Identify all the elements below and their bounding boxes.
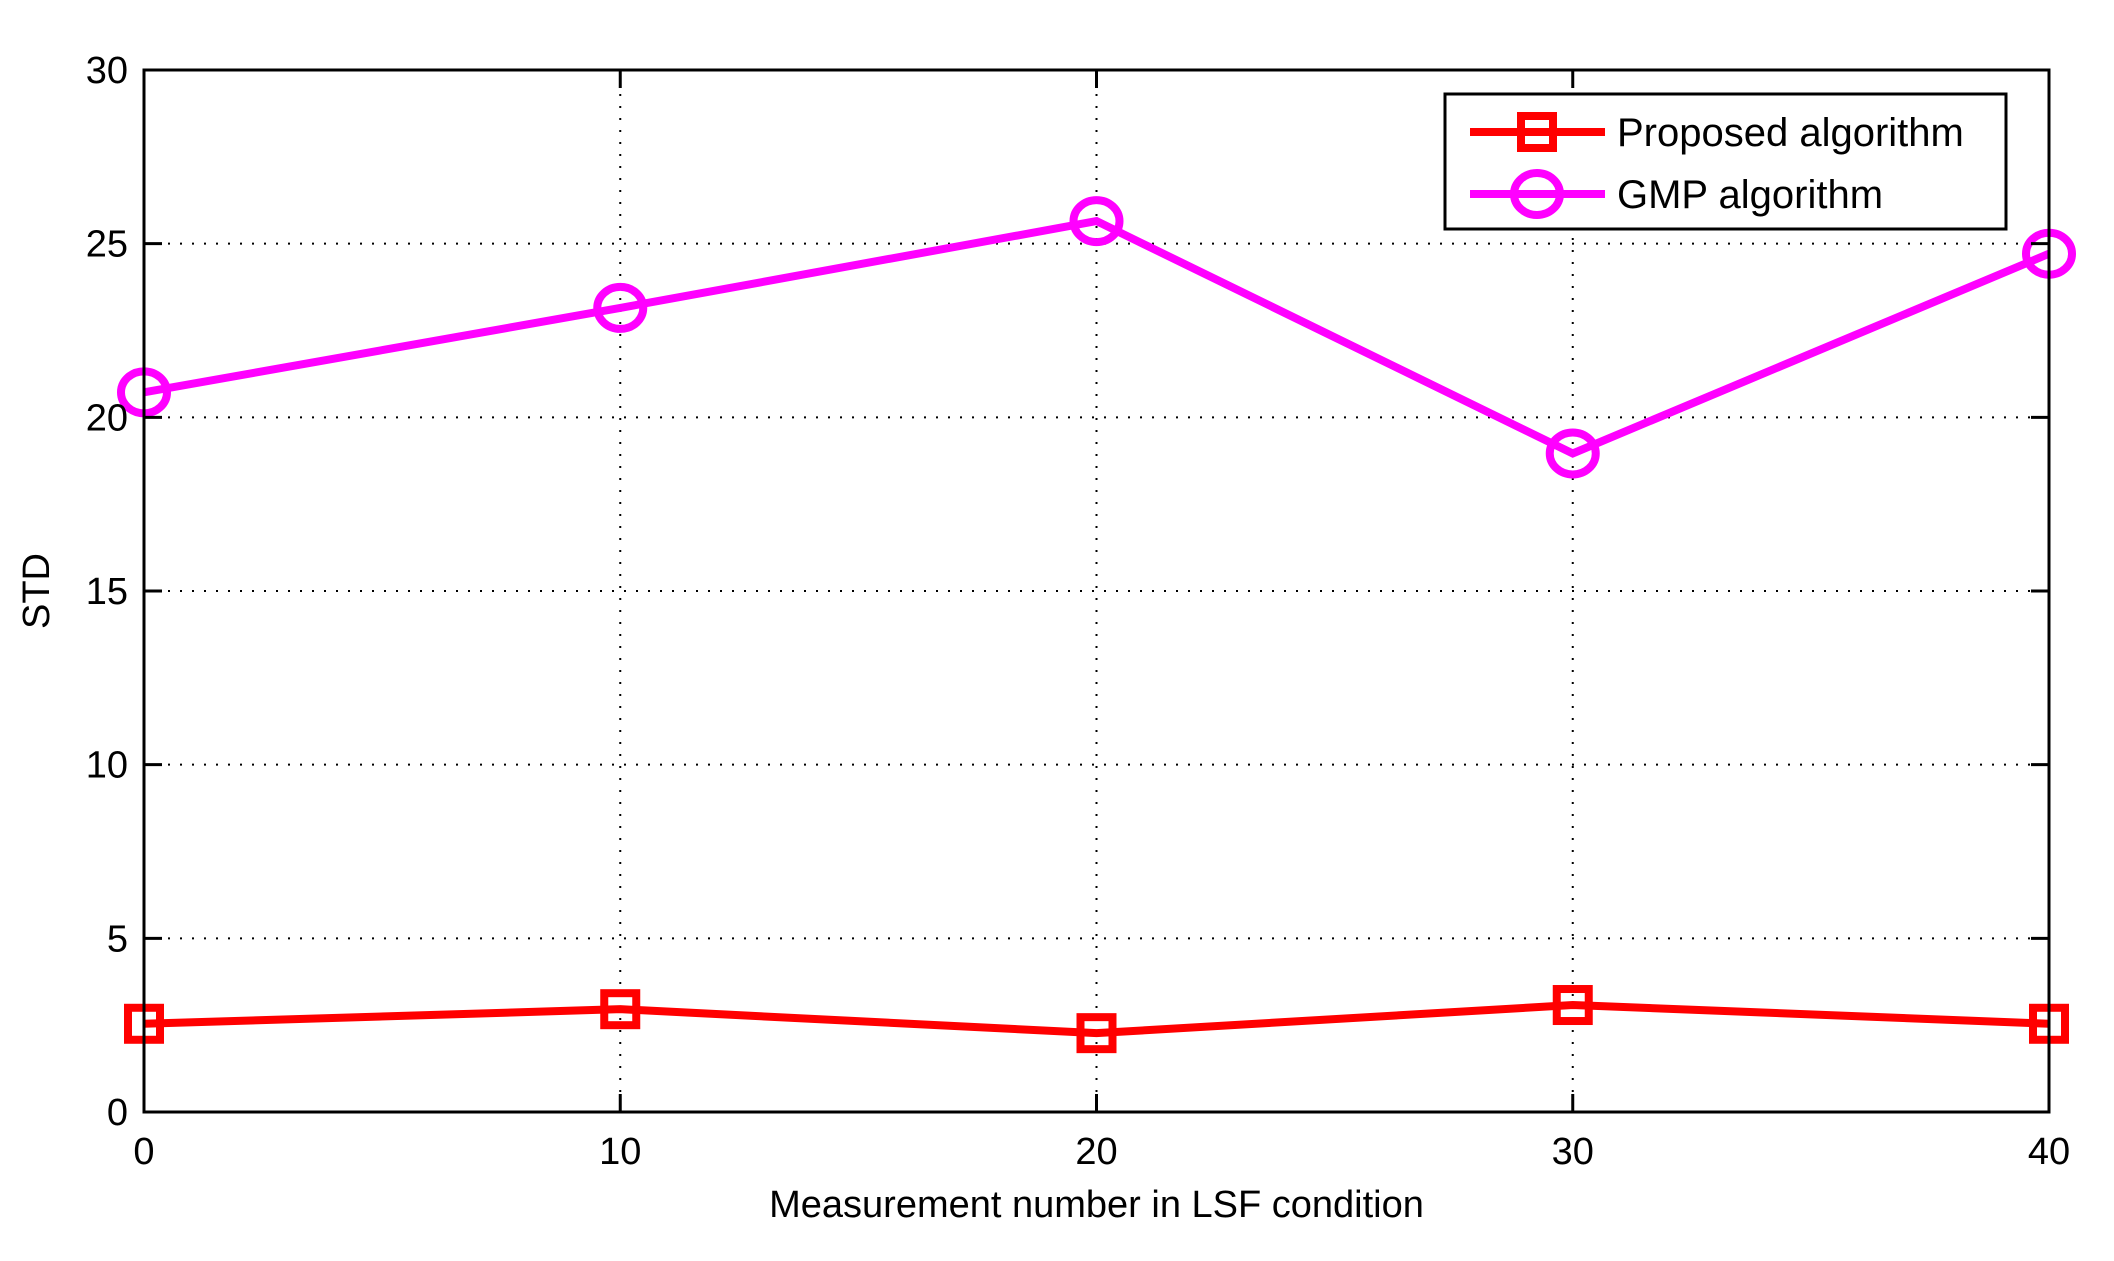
x-tick-label: 0	[133, 1131, 154, 1173]
y-tick-label: 20	[86, 397, 128, 439]
series-line-0	[143, 1001, 2050, 1038]
series-line-1	[143, 216, 2051, 458]
y-tick-label: 15	[86, 571, 128, 613]
y-tick-label: 0	[107, 1092, 128, 1134]
square-marker-icon	[1076, 1013, 1117, 1054]
y-tick-label: 10	[86, 745, 128, 787]
legend: Proposed algorithm GMP algorithm	[1443, 92, 2008, 231]
y-axis-label: STD	[16, 553, 58, 629]
x-tick-label: 10	[599, 1131, 641, 1173]
axis-ticks: 0 10 20 30 40 0 5 10 15 20 25 30	[86, 50, 2070, 1173]
legend-label-gmp: GMP algorithm	[1617, 173, 1883, 217]
circle-marker-icon	[1069, 196, 1124, 247]
x-tick-label: 20	[1075, 1131, 1117, 1173]
circle-marker-icon	[1510, 169, 1564, 219]
legend-label-proposed: Proposed algorithm	[1617, 111, 1964, 155]
circle-marker-icon	[1545, 428, 1600, 479]
square-marker-icon	[1517, 112, 1557, 152]
y-tick-label: 30	[86, 50, 128, 92]
x-tick-label: 40	[2028, 1131, 2070, 1173]
data-series	[117, 196, 2076, 1054]
x-axis-label: Measurement number in LSF condition	[769, 1184, 1424, 1226]
square-marker-icon	[600, 989, 641, 1030]
x-tick-label: 30	[1552, 1131, 1594, 1173]
y-tick-label: 5	[107, 918, 128, 960]
square-marker-icon	[1552, 985, 1593, 1026]
y-tick-label: 25	[86, 224, 128, 266]
circle-marker-icon	[593, 282, 648, 333]
legend-item-gmp: GMP algorithm	[1470, 169, 1883, 219]
legend-item-proposed: Proposed algorithm	[1470, 111, 1964, 155]
